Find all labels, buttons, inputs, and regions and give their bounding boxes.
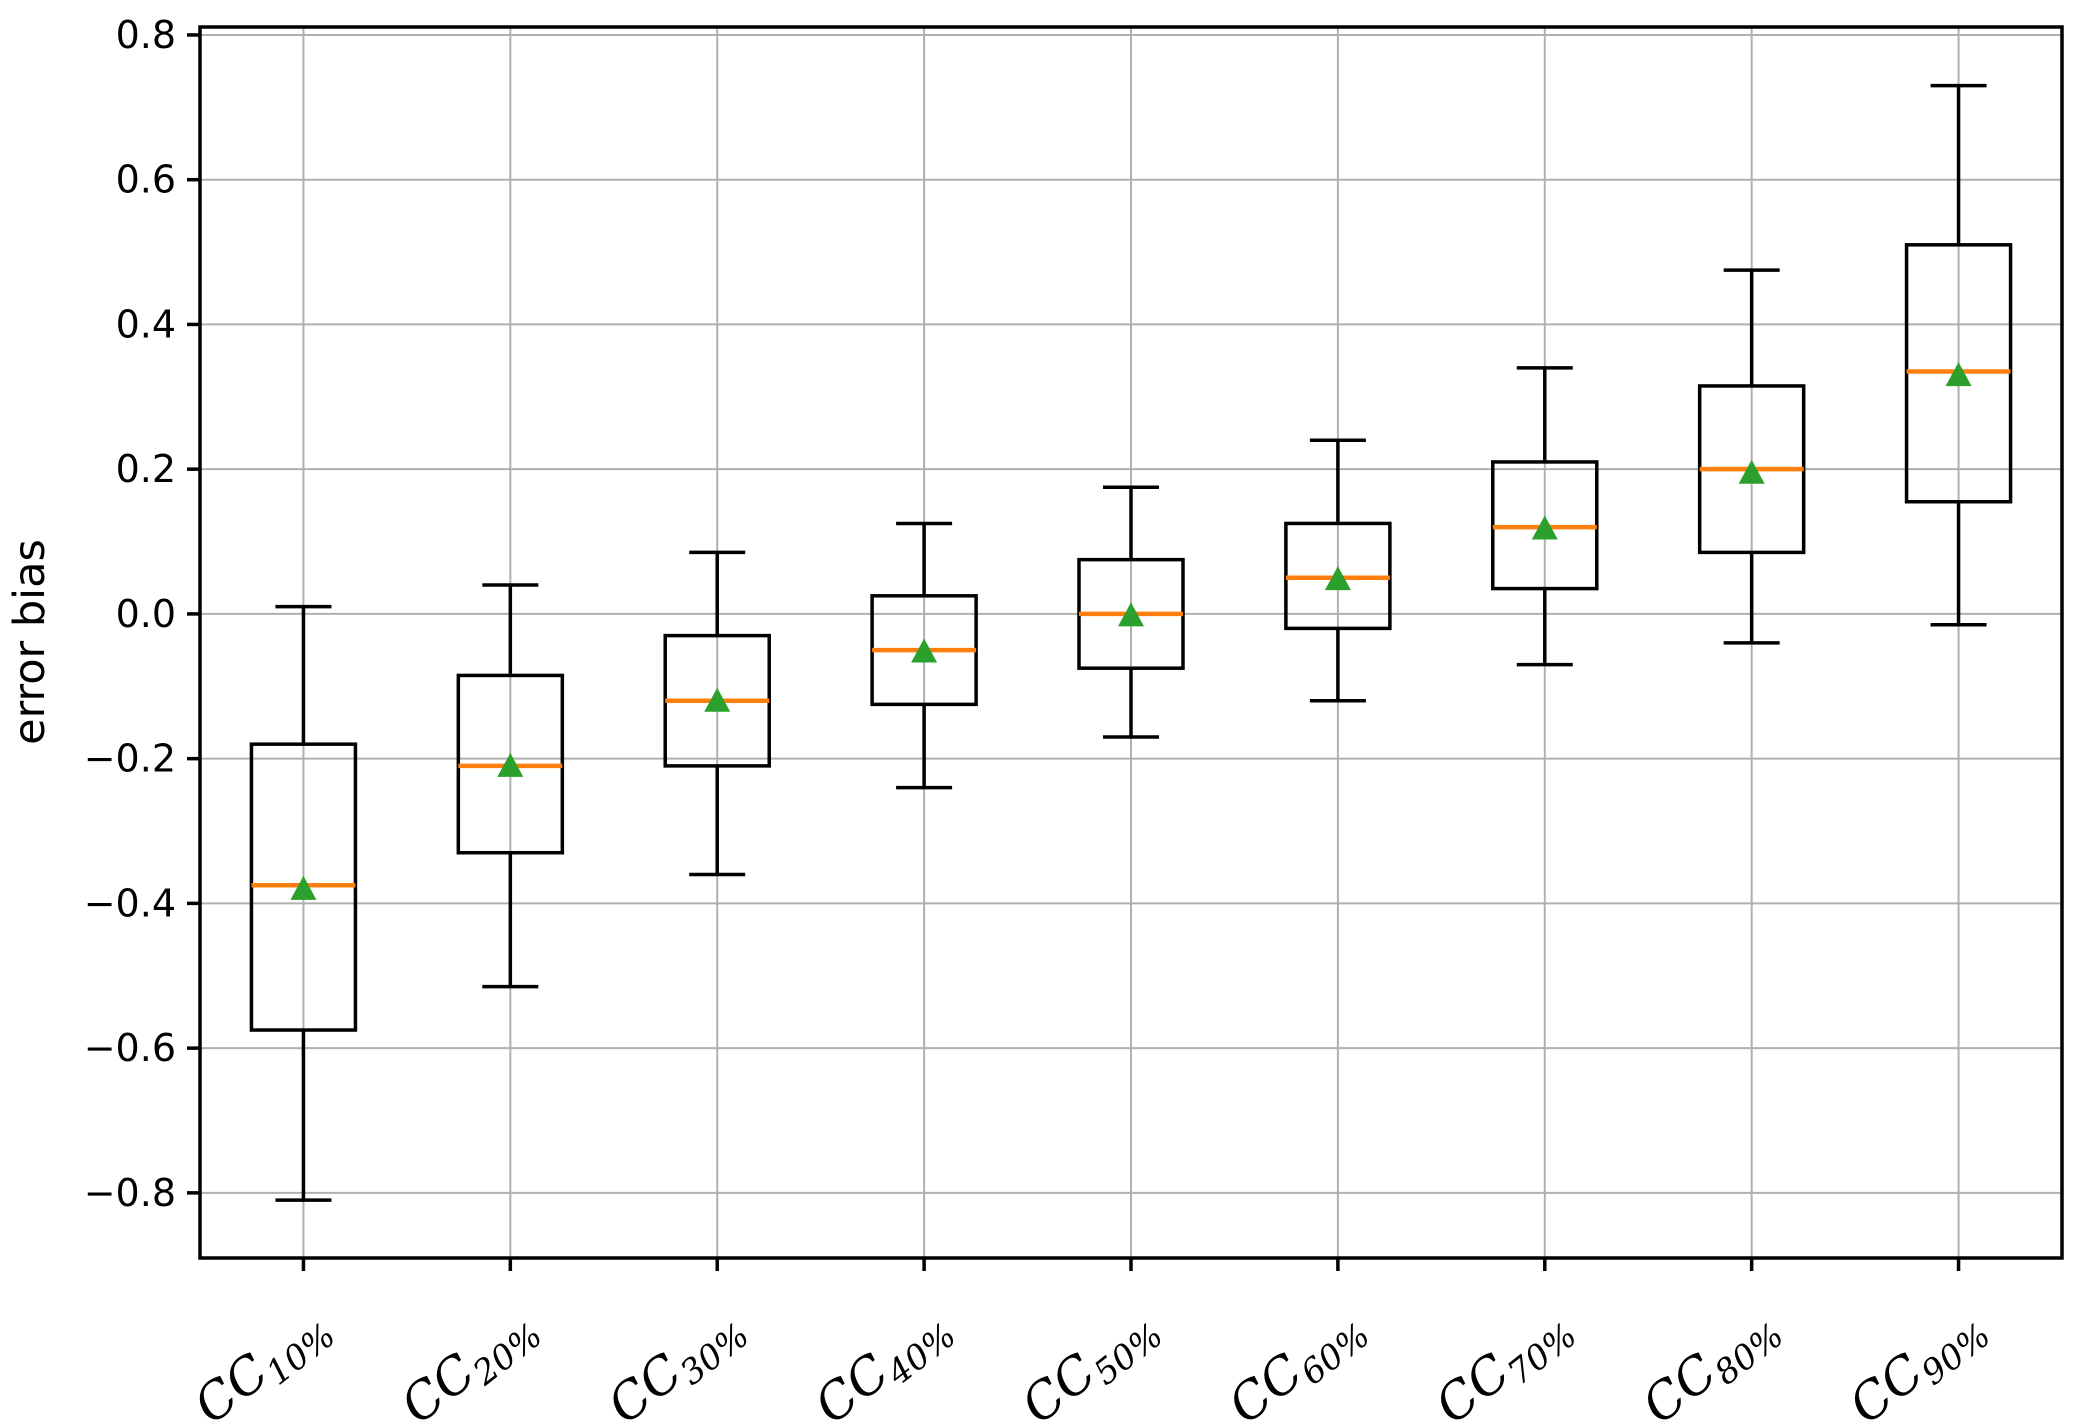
x-label-base: CC bbox=[1631, 1342, 1727, 1424]
box-group-cc70pct bbox=[1491, 366, 1599, 667]
box-layer bbox=[249, 83, 2013, 1202]
x-label-base: CC bbox=[183, 1342, 279, 1424]
x-tick-label-CC60%: CC60% bbox=[1218, 1296, 1378, 1424]
x-tick-label-CC80%: CC80% bbox=[1631, 1296, 1791, 1424]
x-label-base: CC bbox=[1011, 1342, 1107, 1424]
box-group-cc90pct bbox=[1904, 83, 2013, 627]
x-tick-label-CC40%: CC40% bbox=[804, 1296, 964, 1424]
mean-marker bbox=[911, 638, 938, 663]
y-tick-label-−0.6: −0.6 bbox=[84, 1026, 176, 1070]
x-tick-label-CC10%: CC10% bbox=[183, 1296, 343, 1424]
x-tick-label-CC70%: CC70% bbox=[1425, 1296, 1585, 1424]
x-label-base: CC bbox=[1425, 1342, 1521, 1424]
x-tick-label-CC90%: CC90% bbox=[1838, 1296, 1998, 1424]
x-label-base: CC bbox=[1838, 1342, 1934, 1424]
grid-layer bbox=[200, 27, 2062, 1258]
y-tick-label-0.8: 0.8 bbox=[116, 13, 176, 57]
box-group-cc60pct bbox=[1284, 438, 1392, 703]
box-group-cc30pct bbox=[663, 550, 771, 877]
y-tick-label-0.0: 0.0 bbox=[116, 592, 176, 636]
box-group-cc20pct bbox=[456, 583, 565, 989]
x-tick-label-CC20%: CC20% bbox=[390, 1296, 550, 1424]
y-tick-label-0.2: 0.2 bbox=[116, 447, 176, 491]
y-tick-label-−0.8: −0.8 bbox=[84, 1171, 176, 1215]
box-group-cc40pct bbox=[870, 521, 978, 790]
mean-marker bbox=[497, 752, 524, 777]
x-tick-label-CC30%: CC30% bbox=[597, 1296, 757, 1424]
mean-marker bbox=[1945, 362, 1972, 387]
mean-marker bbox=[1531, 515, 1558, 540]
y-axis-title: error bias bbox=[5, 539, 55, 745]
x-tick-label-CC50%: CC50% bbox=[1011, 1296, 1171, 1424]
y-tick-label-−0.4: −0.4 bbox=[84, 881, 176, 925]
mean-marker bbox=[704, 687, 731, 712]
x-label-base: CC bbox=[1218, 1342, 1314, 1424]
x-label-base: CC bbox=[597, 1342, 693, 1424]
tick-label-layer: 0.8 0.6 0.4 0.2 0.0 −0.2 −0.4 −0.6 −0.8 CC10% CC20… bbox=[84, 13, 1999, 1424]
box-group-cc80pct bbox=[1697, 268, 1806, 645]
mean-marker bbox=[1324, 566, 1351, 591]
mean-marker bbox=[1118, 602, 1144, 627]
y-tick-label-−0.2: −0.2 bbox=[84, 737, 176, 781]
axis-layer bbox=[187, 25, 2064, 1271]
box-group-cc50pct bbox=[1077, 485, 1185, 739]
mean-marker bbox=[1738, 459, 1765, 484]
y-tick-label-0.4: 0.4 bbox=[116, 302, 176, 346]
y-tick-label-0.6: 0.6 bbox=[116, 158, 176, 202]
box-group-cc10pct bbox=[249, 604, 358, 1202]
x-label-base: CC bbox=[804, 1342, 900, 1424]
mean-marker bbox=[290, 875, 317, 900]
x-label-base: CC bbox=[390, 1342, 486, 1424]
